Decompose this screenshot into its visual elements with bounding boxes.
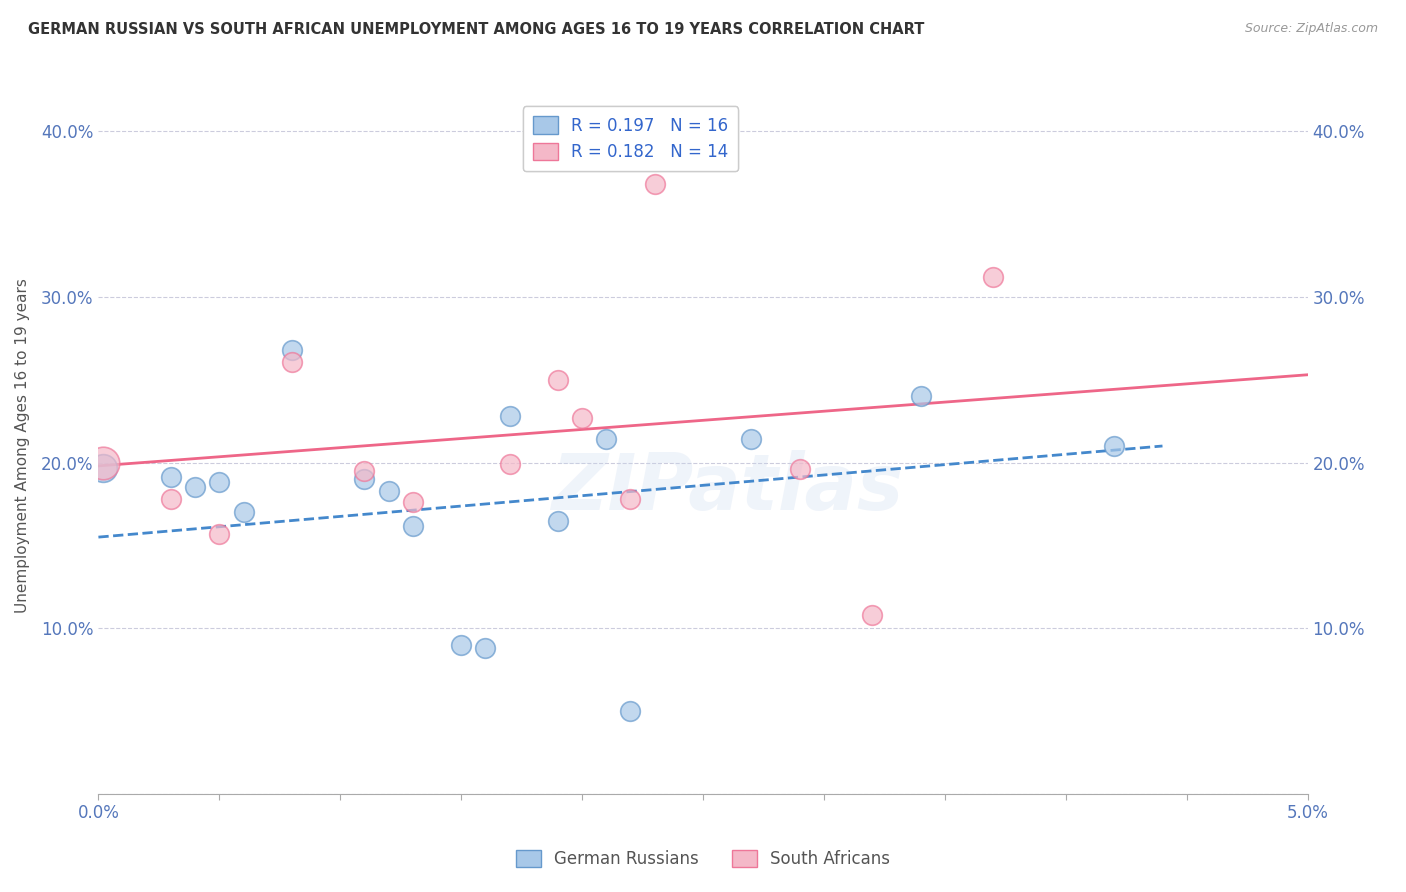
Point (281, 343, 304, 357)
Point (208, 526, 231, 541)
Point (377, 483, 399, 498)
Point (160, 470, 183, 484)
Y-axis label: Unemployment Among Ages 16 to 19 years: Unemployment Among Ages 16 to 19 years (15, 278, 30, 614)
Point (1102, 439, 1125, 453)
Point (619, 704, 641, 718)
Point (353, 472, 375, 486)
Point (547, 514, 569, 528)
Point (232, 505, 254, 519)
Point (740, 433, 762, 447)
Point (571, 410, 593, 425)
Point (208, 475, 231, 490)
Point (498, 457, 520, 471)
Point (184, 480, 207, 494)
Point (498, 409, 520, 424)
Text: GERMAN RUSSIAN VS SOUTH AFRICAN UNEMPLOYMENT AMONG AGES 16 TO 19 YEARS CORRELATI: GERMAN RUSSIAN VS SOUTH AFRICAN UNEMPLOY… (28, 22, 925, 37)
Point (402, 495, 425, 509)
Point (981, 270, 1004, 285)
Point (644, 178, 666, 192)
Point (160, 491, 183, 506)
Point (353, 464, 375, 478)
Text: ZIPatlas: ZIPatlas (551, 450, 903, 525)
Legend: R = 0.197   N = 16, R = 0.182   N = 14: R = 0.197 N = 16, R = 0.182 N = 14 (523, 106, 738, 171)
Point (789, 462, 811, 476)
Point (474, 641, 496, 656)
Point (281, 354, 304, 368)
Point (595, 433, 617, 447)
Point (910, 389, 932, 403)
Point (860, 607, 883, 622)
Point (450, 638, 472, 652)
Point (402, 518, 425, 533)
Point (91, 460, 114, 475)
Point (619, 491, 641, 506)
Legend: German Russians, South Africans: German Russians, South Africans (509, 843, 897, 875)
Point (91, 456, 114, 470)
Point (547, 373, 569, 387)
Text: Source: ZipAtlas.com: Source: ZipAtlas.com (1244, 22, 1378, 36)
